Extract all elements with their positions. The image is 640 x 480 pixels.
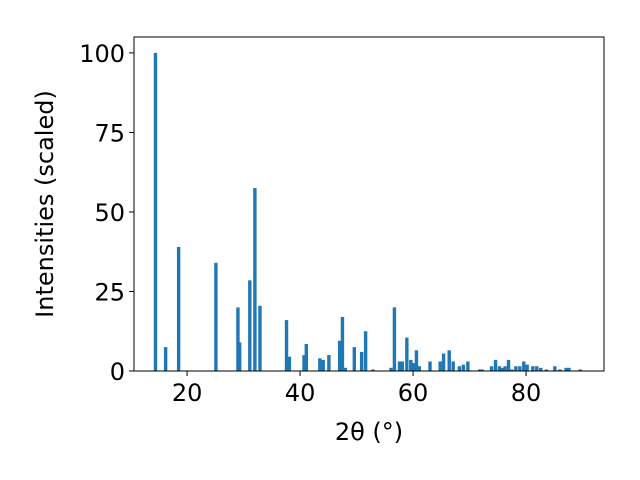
bar <box>236 307 240 371</box>
bar <box>253 188 257 371</box>
bar <box>417 366 421 371</box>
y-axis-label: Intensities (scaled) <box>31 90 59 318</box>
bar <box>392 307 397 371</box>
bar <box>447 350 451 371</box>
bar <box>214 262 218 371</box>
bar <box>352 347 357 371</box>
x-tick-label: 80 <box>511 379 542 407</box>
bar <box>480 369 484 371</box>
bar <box>400 361 405 371</box>
y-tick-label: 25 <box>94 278 125 306</box>
axis-ticks: 20 40 60 80 0 25 50 75 100 <box>79 40 541 407</box>
bar <box>489 366 494 371</box>
bar <box>478 369 482 371</box>
x-tick-label: 40 <box>285 379 316 407</box>
bar <box>340 316 345 371</box>
bar <box>531 366 535 371</box>
bar <box>578 369 582 371</box>
bars-group <box>153 52 582 372</box>
bar <box>389 367 393 371</box>
bar <box>553 366 557 371</box>
bar <box>337 340 342 371</box>
bar <box>503 366 507 371</box>
bar <box>518 366 522 371</box>
bar <box>318 358 322 371</box>
bar <box>514 366 518 371</box>
bar <box>237 342 242 371</box>
bar <box>258 305 262 371</box>
bar <box>564 367 568 371</box>
bar <box>497 366 502 371</box>
y-tick-label: 100 <box>79 40 125 68</box>
bar <box>163 347 168 371</box>
bar <box>466 361 470 371</box>
bar <box>343 367 347 371</box>
bar <box>461 364 466 371</box>
bar <box>544 369 549 371</box>
bar <box>428 361 432 371</box>
bar <box>371 369 375 371</box>
bar <box>409 359 413 371</box>
bar <box>359 351 364 371</box>
bar <box>321 359 325 371</box>
bar <box>248 280 252 371</box>
bar <box>397 361 402 371</box>
bar <box>441 353 446 371</box>
bar <box>500 367 505 371</box>
y-tick-label: 50 <box>94 199 125 227</box>
bar <box>510 369 514 371</box>
bar <box>506 359 511 371</box>
y-tick-label: 0 <box>110 358 125 386</box>
bar <box>539 367 543 371</box>
bar <box>493 359 498 371</box>
bar <box>327 355 331 371</box>
x-axis-label: 2θ (°) <box>335 418 403 446</box>
bar <box>414 350 419 371</box>
bar <box>558 369 562 371</box>
bar <box>438 361 442 371</box>
y-tick-label: 75 <box>94 119 125 147</box>
bar <box>284 320 289 371</box>
x-tick-label: 20 <box>172 379 203 407</box>
bar <box>411 363 416 371</box>
bar <box>535 366 539 371</box>
bar <box>176 246 181 371</box>
bar <box>451 361 455 371</box>
bar <box>153 52 158 372</box>
plot-frame <box>133 36 605 372</box>
bar <box>363 331 368 371</box>
bar <box>522 361 526 371</box>
bar <box>457 366 462 371</box>
bar <box>405 337 409 371</box>
bar <box>302 355 306 371</box>
bar <box>287 356 292 371</box>
bar <box>567 367 571 371</box>
bar <box>525 364 529 371</box>
bar <box>304 343 308 371</box>
x-tick-label: 60 <box>398 379 429 407</box>
